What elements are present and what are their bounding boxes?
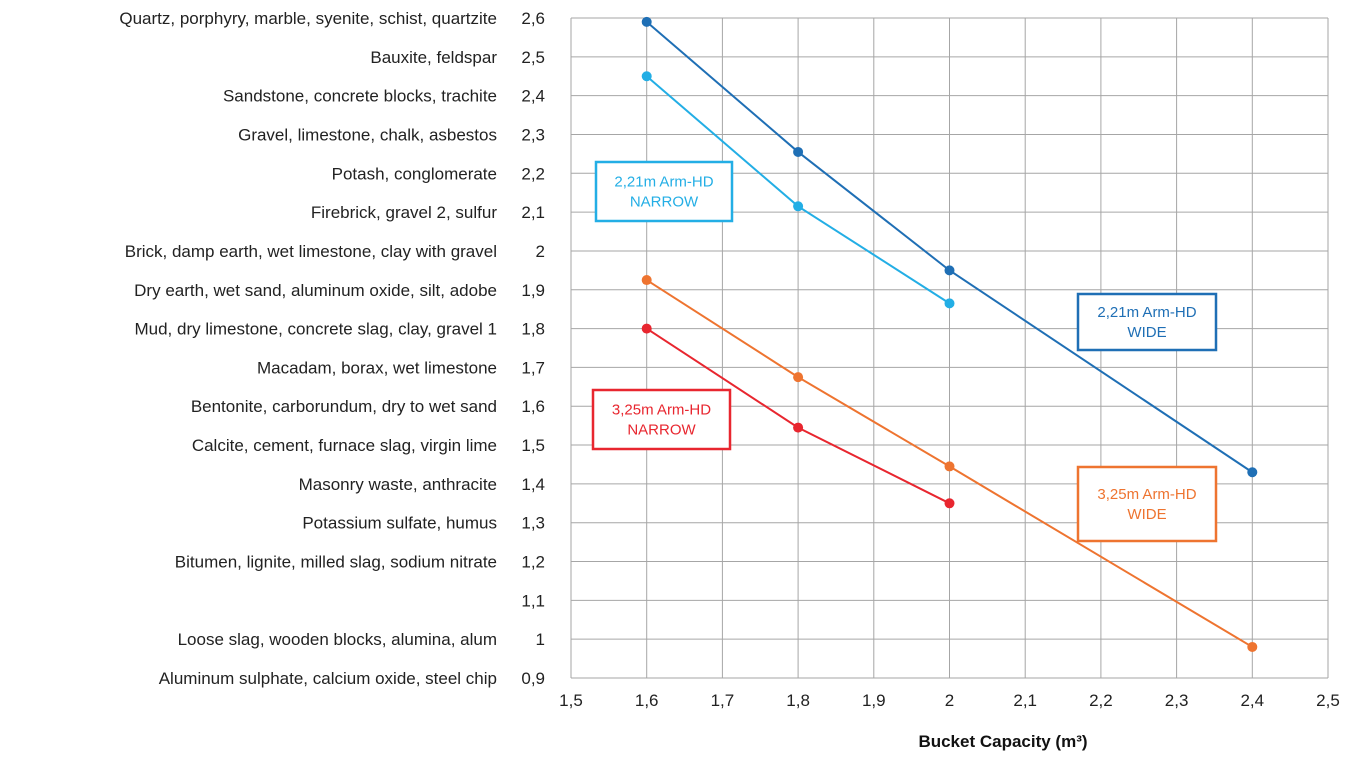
y-tick-label: 2,3	[521, 125, 545, 144]
y-tick-label: 1,7	[521, 358, 545, 377]
series-narrow-221	[641, 71, 955, 309]
x-tick-label: 2,5	[1316, 691, 1340, 710]
y-tick-label: 1,9	[521, 281, 545, 300]
series-wide-325	[641, 275, 1258, 652]
x-tick-label: 2	[945, 691, 954, 710]
series-line	[646, 21, 1253, 474]
series-wide-221	[641, 16, 1258, 478]
material-label: Potassium sulfate, humus	[302, 514, 497, 533]
data-point	[1247, 641, 1258, 652]
x-tick-label: 2,2	[1089, 691, 1113, 710]
series-label-box	[591, 388, 732, 451]
material-label: Loose slag, wooden blocks, alumina, alum	[178, 630, 497, 649]
data-point	[641, 71, 652, 82]
x-tick-label: 1,7	[711, 691, 735, 710]
data-point	[641, 275, 652, 286]
data-point	[641, 16, 652, 27]
y-tick-label: 2,1	[521, 203, 545, 222]
y-axis-labels: 2,6 Quartz, porphyry, marble, syenite, sc…	[119, 9, 545, 688]
x-tick-label: 2,4	[1240, 691, 1264, 710]
y-tick-label: 2,5	[521, 48, 545, 67]
material-label: Calcite, cement, furnace slag, virgin li…	[192, 436, 497, 455]
y-tick-label: 1,3	[521, 514, 545, 533]
data-point	[793, 146, 804, 157]
x-tick-label: 1,9	[862, 691, 886, 710]
material-label: Sandstone, concrete blocks, trachite	[223, 87, 497, 106]
material-label: Bentonite, carborundum, dry to wet sand	[191, 397, 497, 416]
series-label-text: NARROW	[630, 194, 699, 211]
y-tick-label: 2,6	[521, 9, 545, 28]
data-point	[1247, 467, 1258, 478]
y-tick-label: 2,2	[521, 164, 545, 183]
series-label-text: WIDE	[1127, 324, 1166, 341]
series-label-text: 2,21m Arm-HD	[614, 174, 713, 191]
material-label: Masonry waste, anthracite	[299, 475, 497, 494]
y-tick-label: 1,1	[521, 591, 545, 610]
x-tick-label: 1,6	[635, 691, 659, 710]
material-label: Macadam, borax, wet limestone	[257, 358, 497, 377]
material-label: Brick, damp earth, wet limestone, clay w…	[125, 242, 497, 261]
series-label-box	[1076, 465, 1218, 543]
data-point	[944, 461, 955, 472]
data-point	[944, 298, 955, 309]
series-narrow-325	[641, 323, 955, 509]
material-label: Gravel, limestone, chalk, asbestos	[238, 125, 497, 144]
data-point	[793, 201, 804, 212]
x-tick-label: 1,8	[786, 691, 810, 710]
x-tick-label: 2,3	[1165, 691, 1189, 710]
material-label: Quartz, porphyry, marble, syenite, schis…	[119, 9, 497, 28]
series-line	[646, 279, 1253, 648]
y-tick-label: 1,8	[521, 320, 545, 339]
series-label-wide-221: 2,21m Arm-HD WIDE	[1076, 292, 1218, 352]
material-label: Aluminum sulphate, calcium oxide, steel …	[159, 669, 497, 688]
series-label-text: NARROW	[627, 422, 696, 439]
material-label: Bitumen, lignite, milled slag, sodium ni…	[175, 553, 497, 572]
y-tick-label: 1,2	[521, 553, 545, 572]
series-label-narrow-221: 2,21m Arm-HD NARROW	[594, 160, 734, 223]
series-label-box	[1076, 292, 1218, 352]
material-label: Potash, conglomerate	[332, 164, 497, 183]
series-label-text: 3,25m Arm-HD	[1097, 486, 1196, 503]
y-tick-label: 1,5	[521, 436, 545, 455]
series-label-text: 3,25m Arm-HD	[612, 402, 711, 419]
material-label: Bauxite, feldspar	[370, 48, 497, 67]
series-label-narrow-325: 3,25m Arm-HD NARROW	[591, 388, 732, 451]
series-label-text: WIDE	[1127, 506, 1166, 523]
x-axis-title: Bucket Capacity (m³)	[918, 732, 1087, 751]
material-label: Dry earth, wet sand, aluminum oxide, sil…	[134, 281, 497, 300]
y-tick-label: 2,4	[521, 87, 545, 106]
data-point	[641, 323, 652, 334]
y-tick-label: 1,6	[521, 397, 545, 416]
y-tick-label: 1,4	[521, 475, 545, 494]
series-label-box	[594, 160, 734, 223]
data-point	[793, 372, 804, 383]
y-tick-label: 2	[536, 242, 545, 261]
x-tick-label: 1,5	[559, 691, 583, 710]
series-layer	[641, 16, 1258, 652]
x-axis-labels: 1,5 1,6 1,7 1,8 1,9 2 2,1 2,2 2,3 2,4 2,5	[559, 691, 1340, 710]
series-label-wide-325: 3,25m Arm-HD WIDE	[1076, 465, 1218, 543]
y-tick-label: 1	[536, 630, 545, 649]
data-point	[944, 498, 955, 509]
x-tick-label: 2,1	[1013, 691, 1037, 710]
material-label: Firebrick, gravel 2, sulfur	[311, 203, 497, 222]
series-label-text: 2,21m Arm-HD	[1097, 304, 1196, 321]
material-label: Mud, dry limestone, concrete slag, clay,…	[134, 320, 497, 339]
data-point	[944, 265, 955, 276]
y-tick-label: 0,9	[521, 669, 545, 688]
data-point	[793, 422, 804, 433]
